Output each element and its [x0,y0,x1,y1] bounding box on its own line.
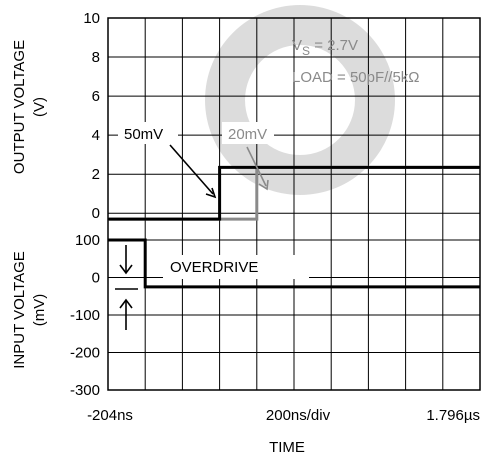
series-line-50mv [108,165,480,221]
label-20mv: 20mV [228,126,267,143]
plot-frame [107,17,481,391]
upper-ylabel-line2: (V) [31,97,48,117]
lower-ylabel-line1: INPUT VOLTAGE [11,251,28,369]
load-annotation: LOAD = 50pF//5kΩ [292,69,420,86]
series-line-input [108,238,480,289]
label-50mv: 50mV [124,126,163,143]
ytick-upper: 10 [83,10,100,27]
series-layer [108,165,480,289]
xtick-label: 200ns/div [266,407,331,424]
overdrive-label: OVERDRIVE [170,259,258,276]
xlabel: TIME [269,439,305,456]
ytick-lower: -200 [70,345,100,362]
ytick-lower: 100 [75,232,100,249]
ytick-upper: 2 [92,166,100,183]
arrow-20mv [246,146,269,191]
upper-ylabel-line1: OUTPUT VOLTAGE [11,40,28,174]
overdrive-up-arrow [119,298,133,330]
frame-outline [107,17,481,391]
xtick-label: 1.796µs [426,407,480,424]
lower-ylabel-line2: (mV) [31,294,48,327]
overdrive-down-arrow [119,245,133,275]
ytick-upper: 4 [92,127,100,144]
ytick-lower: -300 [70,382,100,399]
watermark-logo [205,5,395,195]
xtick-label: -204ns [87,407,133,424]
ytick-upper: 0 [92,205,100,222]
tick-labels: 0 2 4 6 8 10 100 0 -100 -200 -300 -204ns 200ns/div 1.… [70,10,480,424]
ytick-upper: 6 [92,88,100,105]
ytick-lower: -100 [70,307,100,324]
arrow-50mv [169,144,217,199]
vs-annotation: VS = 2.7V [292,37,358,58]
ytick-upper: 8 [92,49,100,66]
ytick-lower: 0 [92,270,100,287]
